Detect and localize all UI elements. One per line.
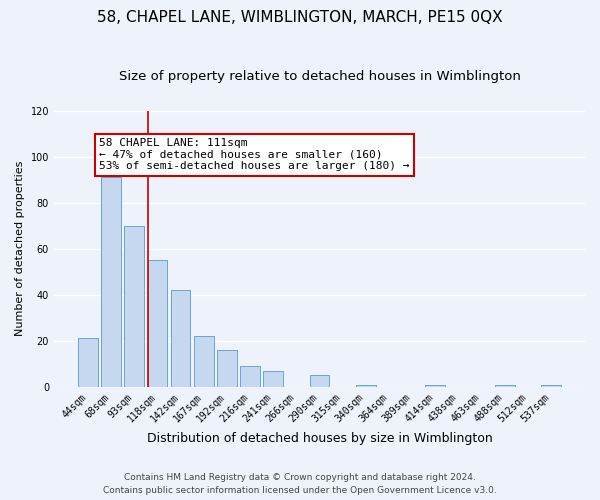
Bar <box>495 384 515 387</box>
Bar <box>310 376 329 387</box>
Bar <box>124 226 144 387</box>
Bar <box>263 370 283 387</box>
Bar <box>148 260 167 387</box>
Bar <box>356 384 376 387</box>
Bar <box>240 366 260 387</box>
Bar <box>170 290 190 387</box>
X-axis label: Distribution of detached houses by size in Wimblington: Distribution of detached houses by size … <box>146 432 493 445</box>
Text: 58, CHAPEL LANE, WIMBLINGTON, MARCH, PE15 0QX: 58, CHAPEL LANE, WIMBLINGTON, MARCH, PE1… <box>97 10 503 25</box>
Bar <box>541 384 561 387</box>
Bar <box>425 384 445 387</box>
Bar <box>78 338 98 387</box>
Text: Contains HM Land Registry data © Crown copyright and database right 2024.
Contai: Contains HM Land Registry data © Crown c… <box>103 474 497 495</box>
Title: Size of property relative to detached houses in Wimblington: Size of property relative to detached ho… <box>119 70 520 83</box>
Bar <box>101 178 121 387</box>
Bar <box>217 350 236 387</box>
Text: 58 CHAPEL LANE: 111sqm
← 47% of detached houses are smaller (160)
53% of semi-de: 58 CHAPEL LANE: 111sqm ← 47% of detached… <box>100 138 410 172</box>
Y-axis label: Number of detached properties: Number of detached properties <box>15 161 25 336</box>
Bar <box>194 336 214 387</box>
